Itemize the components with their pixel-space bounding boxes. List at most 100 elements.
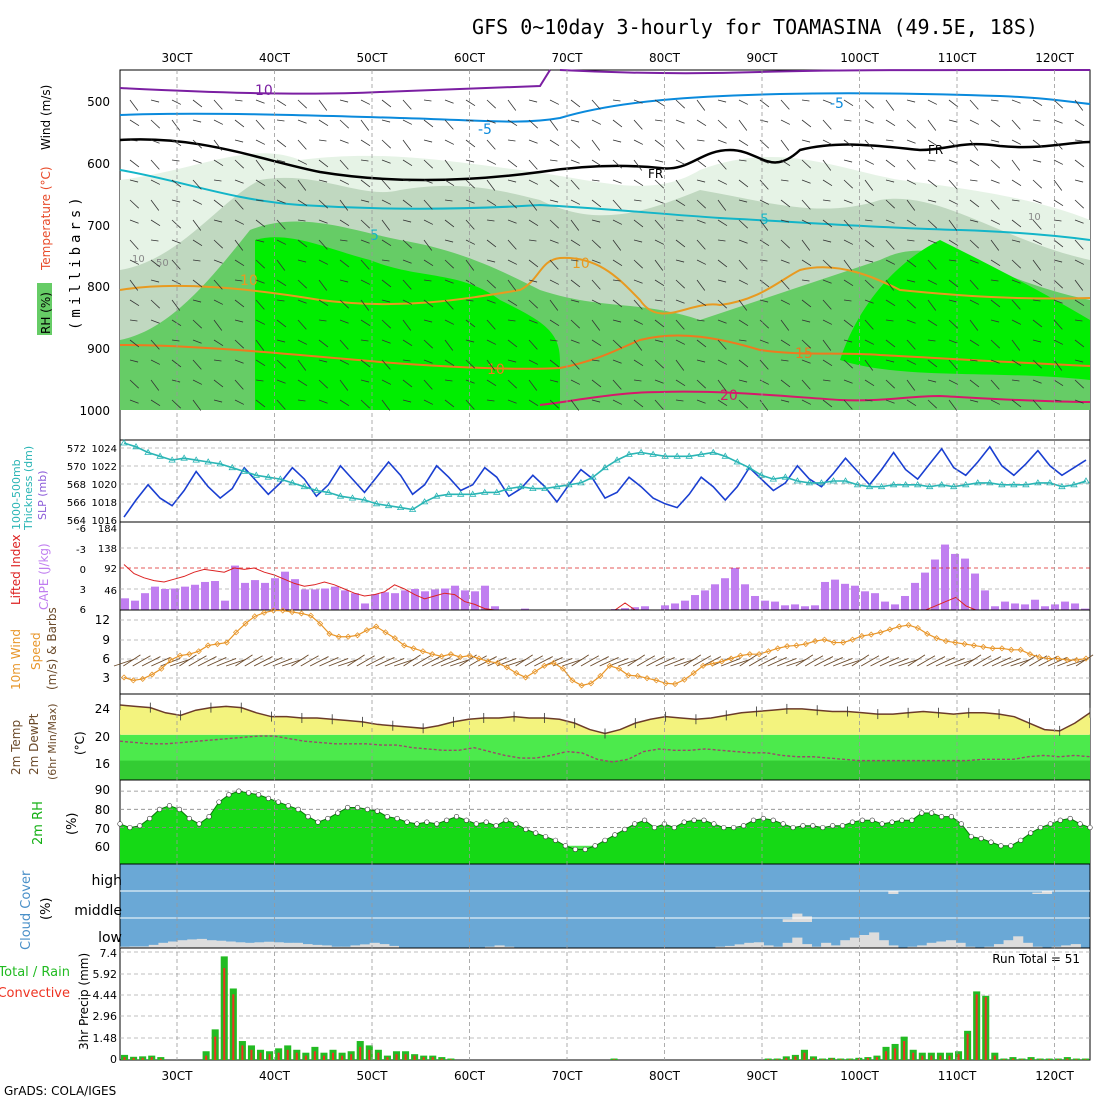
wind-barb: [465, 159, 475, 163]
wind-barb: [780, 99, 790, 110]
cape-bar: [1071, 603, 1079, 610]
wind-barb: [213, 119, 224, 125]
wind-barb: [654, 279, 665, 287]
wind-barb: [339, 219, 350, 227]
wind-speed-marker: [176, 652, 184, 659]
wind-barb: [423, 359, 433, 364]
wind-barb: [570, 339, 580, 344]
wind-barb: [339, 119, 350, 129]
wind-barb: [654, 239, 665, 245]
wind-speed-marker: [569, 677, 576, 684]
wind-barb: [814, 656, 834, 667]
thickness-marker: [120, 439, 128, 446]
wind-barb: [696, 299, 707, 307]
wind-barb: [319, 657, 339, 667]
wind-speed-marker: [1036, 654, 1043, 661]
wind-speed-marker: [802, 640, 809, 648]
rh-marker: [721, 824, 727, 831]
wind-barb: [276, 219, 286, 230]
cape-bar: [331, 586, 339, 610]
cape-bar: [301, 589, 309, 610]
cape-bar: [391, 593, 399, 610]
wind-barb: [822, 199, 831, 202]
tick-label: 60: [95, 840, 110, 854]
contour-label: FR: [928, 143, 943, 157]
rh-marker: [345, 804, 351, 811]
wind-barb: [328, 657, 349, 667]
wind-barb: [990, 219, 1001, 225]
wind-barb: [1032, 99, 1043, 107]
rh-marker: [493, 823, 499, 829]
wind-speed-marker: [980, 643, 987, 650]
wind-speed-marker: [438, 653, 445, 660]
wind-barb: [444, 379, 453, 382]
wind-barb: [843, 339, 853, 343]
wind-barb: [591, 379, 602, 388]
wind-speed-marker: [578, 682, 585, 689]
wind-barb: [780, 119, 791, 125]
wind-barb: [627, 654, 646, 667]
wind-barb: [864, 359, 874, 371]
rh-marker: [1057, 817, 1063, 823]
wind-barb: [633, 239, 643, 243]
wind-speed-marker: [148, 671, 156, 678]
precip-conv-bar: [857, 1058, 860, 1060]
wind-speed-marker: [494, 659, 501, 666]
wind-barb: [948, 99, 959, 108]
wind-speed-marker: [550, 659, 557, 666]
precip-y-ticks: 7.4 5.92 4.44 2.96 1.48 0: [93, 947, 118, 1066]
wind-barb: [150, 239, 159, 242]
precip-conv-bar: [848, 1059, 851, 1060]
wind-barb: [129, 99, 139, 111]
cloud-bar: [321, 945, 332, 948]
wind-barb: [1074, 319, 1083, 322]
wind-speed-marker: [410, 645, 417, 652]
wind-barb: [654, 119, 663, 122]
wind-barb: [1011, 119, 1021, 130]
wind-barb: [507, 299, 518, 307]
wind-barb: [465, 199, 475, 204]
cloud-bar: [773, 946, 784, 948]
wind-barb: [534, 656, 553, 667]
cape-bar: [781, 605, 789, 610]
tick-label: 70: [95, 822, 110, 836]
wind-barb: [549, 199, 559, 203]
wind-barb: [422, 656, 441, 667]
rh-marker: [265, 795, 272, 802]
precip-conv-bar: [205, 1055, 208, 1060]
wind-barb: [654, 159, 664, 163]
axis-label: 2m RH: [31, 801, 46, 845]
rh-marker: [196, 821, 202, 827]
wind-barb: [633, 219, 644, 228]
wind-barb: [801, 339, 812, 349]
wind-barb: [823, 657, 843, 667]
cloud-bar: [1070, 944, 1081, 948]
cloud-bar: [811, 946, 822, 948]
wind-barb: [1053, 139, 1063, 150]
wind-barb: [444, 339, 454, 351]
wind-speed-marker: [447, 651, 454, 658]
rh-marker: [641, 817, 648, 823]
cloud-bar: [888, 945, 899, 948]
wind-barb: [375, 657, 395, 667]
wind-barb: [549, 239, 559, 244]
wind-barb: [864, 239, 875, 248]
wind-speed-marker: [307, 612, 314, 619]
wind-speed-marker: [289, 608, 296, 616]
wind-speed-marker: [690, 670, 697, 677]
wind-barb: [394, 658, 414, 667]
precip-frame: [119, 947, 1091, 1061]
wind-barb: [843, 399, 853, 410]
cloud-bar: [782, 942, 793, 948]
wind-speed-marker: [812, 638, 819, 645]
wind-barb: [612, 139, 622, 143]
wind-barb: [612, 339, 623, 349]
wind-barb: [403, 654, 421, 667]
wind-barb: [717, 379, 727, 391]
tick-label: 1022: [92, 462, 117, 473]
tick-label: 2.96: [93, 1010, 118, 1023]
wind-speed-marker: [784, 643, 791, 650]
precip-conv-bar: [794, 1056, 797, 1060]
wind-barb: [171, 219, 182, 229]
wind-barb: [696, 379, 707, 389]
